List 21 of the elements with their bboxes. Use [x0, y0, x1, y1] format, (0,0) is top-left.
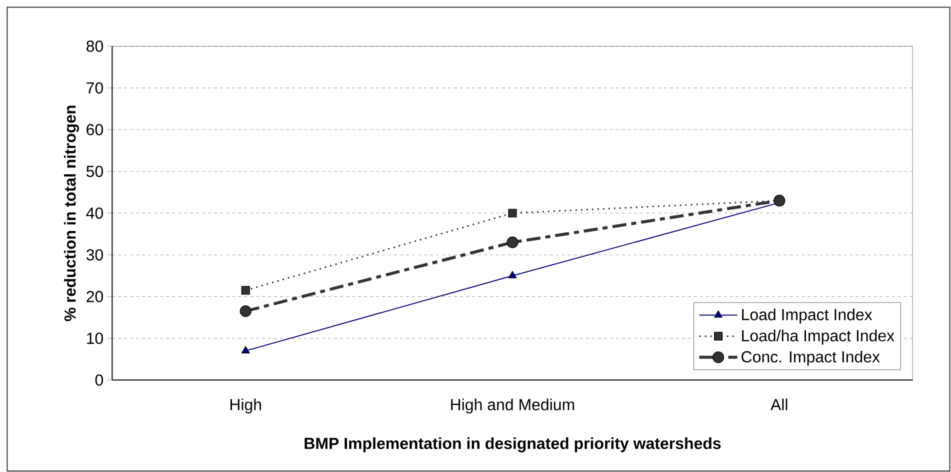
x-axis-title: BMP Implementation in designated priority watersheds [304, 437, 721, 452]
y-tick-label: 10 [87, 332, 103, 344]
y-tick-label: 80 [86, 40, 103, 52]
x-tick-label: High and Medium [451, 398, 574, 414]
legend-label: Load Impact Index [742, 308, 872, 324]
legend-label: Load/ha Impact Index [742, 330, 894, 344]
y-tick-label: 0 [95, 374, 103, 386]
point [508, 208, 517, 218]
y-tick-label: 30 [86, 249, 103, 260]
y-tick-label: 70 [86, 82, 103, 94]
x-tick-label: All [770, 398, 788, 410]
y-tick-label: 40 [86, 207, 103, 219]
y-tick-label: 50 [86, 166, 103, 177]
legend-label: Conc. Impact Index [742, 350, 880, 366]
point [240, 305, 252, 317]
x-tick-label: High [230, 398, 261, 414]
y-tick-label: 60 [86, 124, 103, 136]
point [506, 236, 518, 248]
y-tick-label: 20 [86, 290, 103, 302]
y-axis-title: % reduction in total nitrogen [64, 106, 79, 322]
point [241, 286, 250, 295]
